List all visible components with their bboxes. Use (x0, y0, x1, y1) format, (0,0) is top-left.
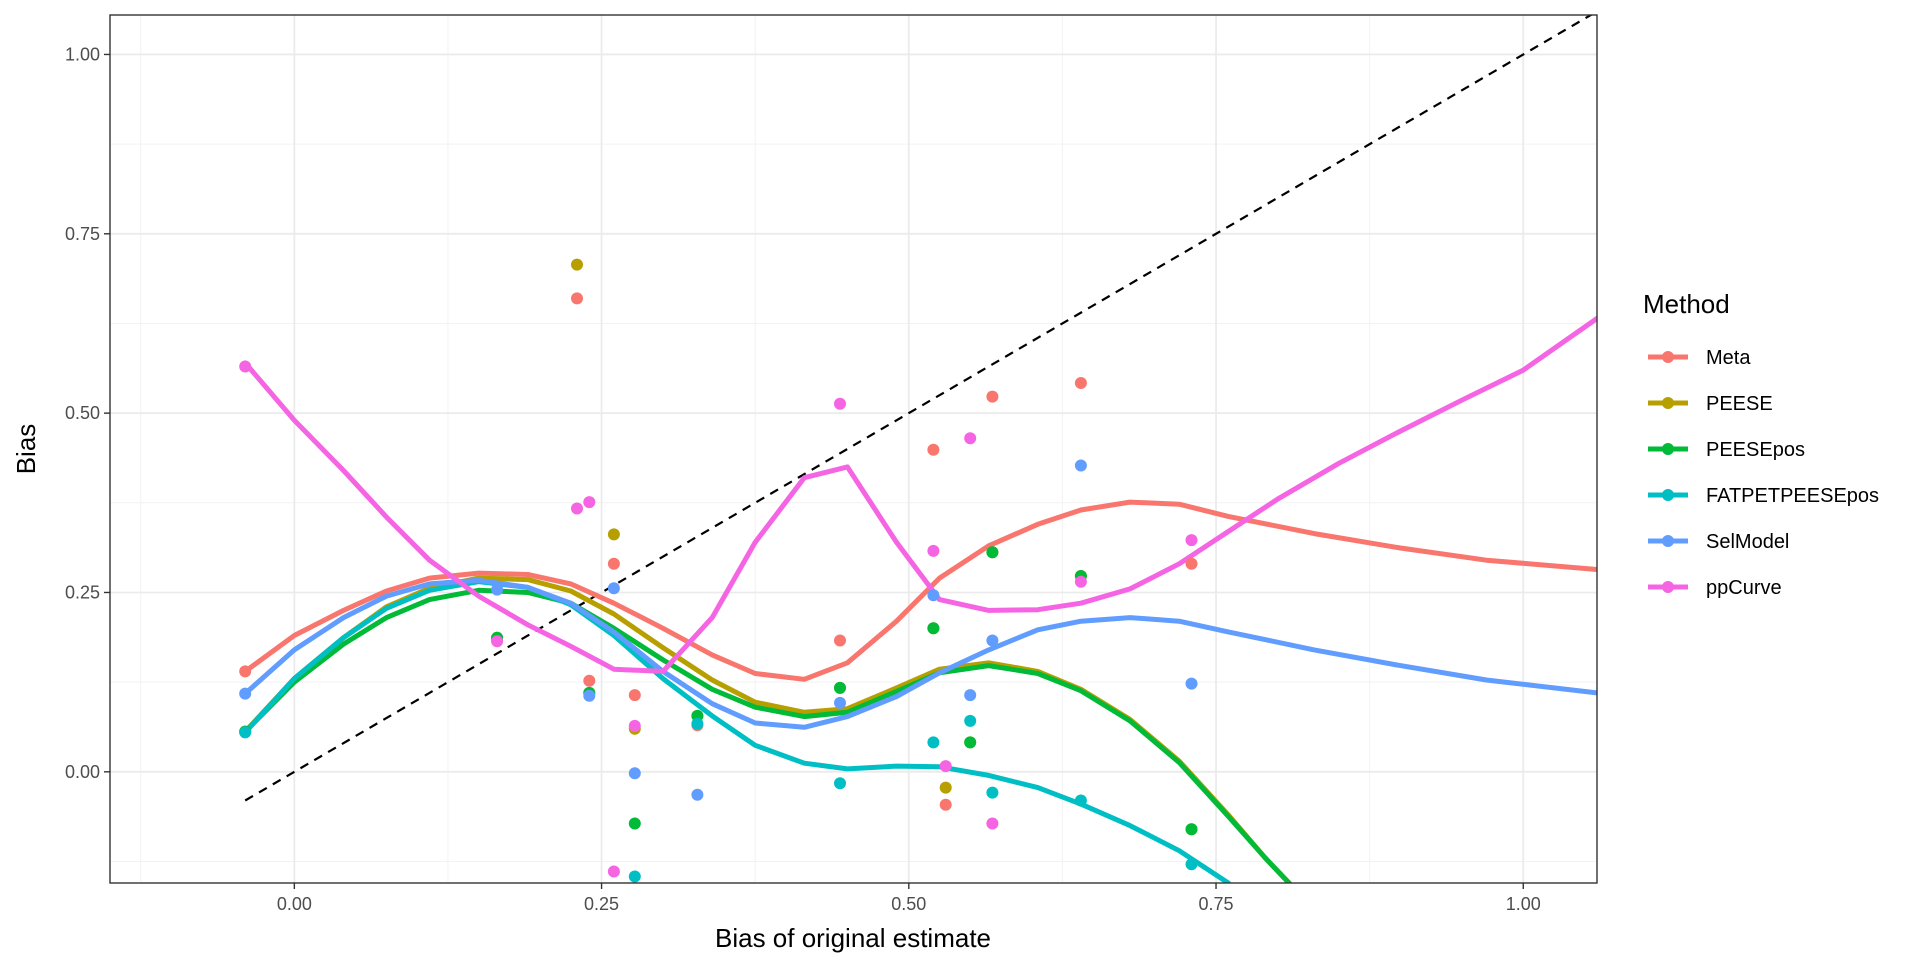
point-selmodel (583, 689, 596, 702)
point-selmodel (628, 767, 641, 780)
point-fatpetpeesepos (628, 870, 641, 883)
point-selmodel (691, 788, 704, 801)
point-selmodel (1074, 459, 1087, 472)
fitted-curves (242, 315, 1597, 883)
y-tick-label: 0.75 (65, 224, 100, 244)
point-fatpetpeesepos (239, 726, 252, 739)
curve-peesepos (242, 587, 1293, 883)
point-peesepos (834, 681, 846, 694)
legend-label-peese: PEESE (1706, 393, 1773, 415)
y-tick-label: 0.25 (65, 582, 100, 602)
point-peese (607, 528, 620, 541)
x-tick-label: 1.00 (1506, 894, 1541, 914)
legend-label-ppcurve: ppCurve (1706, 577, 1782, 599)
point-ppcurve (607, 865, 620, 878)
curve-ppcurve (242, 315, 1597, 674)
legend-label-peesepos: PEESEpos (1706, 439, 1805, 461)
point-peesepos (964, 736, 977, 749)
point-fatpetpeesepos (964, 714, 977, 727)
point-fatpetpeesepos (927, 736, 940, 749)
point-meta (939, 798, 952, 811)
x-axis: 0.00 0.25 0.50 0.75 1.00 (277, 883, 1541, 914)
legend-key-point-selmodel (1662, 535, 1674, 547)
point-selmodel (607, 582, 620, 595)
y-tick-label: 0.50 (65, 403, 100, 423)
point-fatpetpeesepos (834, 777, 846, 790)
grid-minor (110, 15, 1597, 883)
curve-selmodel (242, 577, 1597, 730)
x-tick-label: 0.75 (1199, 894, 1234, 914)
data-points (239, 258, 1198, 883)
point-meta (583, 674, 596, 687)
point-meta (986, 390, 999, 403)
point-selmodel (834, 696, 846, 709)
point-meta (834, 634, 846, 647)
x-tick-label: 0.50 (891, 894, 926, 914)
point-ppcurve (927, 544, 940, 557)
legend: Method Meta PEESE PEESEpos FATPETPEESEpos Se… (1643, 289, 1879, 599)
x-axis-title: Bias of original estimate (715, 923, 991, 953)
point-meta (628, 689, 641, 702)
legend-key-point-meta (1662, 351, 1674, 363)
plot-panel (110, 15, 1597, 883)
point-meta (607, 557, 620, 570)
x-tick-label: 0.00 (277, 894, 312, 914)
point-peesepos (986, 546, 999, 559)
grid-major (110, 15, 1597, 883)
point-ppcurve (834, 397, 846, 410)
point-ppcurve (1074, 575, 1087, 588)
point-peesepos (628, 817, 641, 830)
point-ppcurve (939, 760, 952, 773)
point-fatpetpeesepos (1185, 858, 1198, 871)
point-fatpetpeesepos (1074, 794, 1087, 807)
legend-key-point-fatpetpeesepos (1662, 489, 1674, 501)
curve-meta (242, 499, 1597, 682)
legend-key-point-peesepos (1662, 443, 1674, 455)
point-peese (571, 258, 583, 271)
point-ppcurve (964, 432, 977, 445)
point-ppcurve (571, 502, 583, 515)
point-meta (1185, 557, 1198, 570)
y-tick-label: 0.00 (65, 762, 100, 782)
legend-key-point-ppcurve (1662, 581, 1674, 593)
point-meta (239, 665, 252, 678)
point-fatpetpeesepos (986, 786, 999, 799)
reference-line-dashed (244, 15, 1594, 802)
legend-title: Method (1643, 289, 1730, 319)
point-meta (927, 443, 940, 456)
point-selmodel (986, 634, 999, 647)
point-selmodel (927, 589, 940, 602)
point-peesepos (927, 622, 940, 635)
x-tick-label: 0.25 (584, 894, 619, 914)
legend-label-meta: Meta (1706, 347, 1751, 369)
point-fatpetpeesepos (691, 717, 704, 730)
point-ppcurve (583, 496, 596, 509)
point-meta (1074, 377, 1087, 389)
legend-key-point-peese (1662, 397, 1674, 409)
legend-label-selmodel: SelModel (1706, 531, 1789, 553)
point-peesepos (1185, 823, 1198, 836)
point-selmodel (239, 687, 252, 700)
y-axis-title: Bias (11, 424, 41, 475)
point-selmodel (1185, 677, 1198, 690)
point-ppcurve (1185, 534, 1198, 547)
point-meta (571, 292, 583, 305)
plot-border (109, 14, 1598, 884)
point-ppcurve (986, 817, 999, 830)
plot-content (239, 15, 1597, 883)
y-tick-label: 1.00 (65, 44, 100, 64)
point-selmodel (491, 583, 504, 596)
legend-label-fatpetpeesepos: FATPETPEESEpos (1706, 485, 1879, 507)
curve-fatpetpeesepos (242, 579, 1231, 883)
point-ppcurve (239, 360, 252, 373)
point-peese (939, 781, 952, 794)
point-ppcurve (491, 635, 504, 648)
point-ppcurve (628, 719, 641, 732)
y-axis: 0.00 0.25 0.50 0.75 1.00 (65, 44, 110, 782)
point-selmodel (964, 689, 977, 702)
